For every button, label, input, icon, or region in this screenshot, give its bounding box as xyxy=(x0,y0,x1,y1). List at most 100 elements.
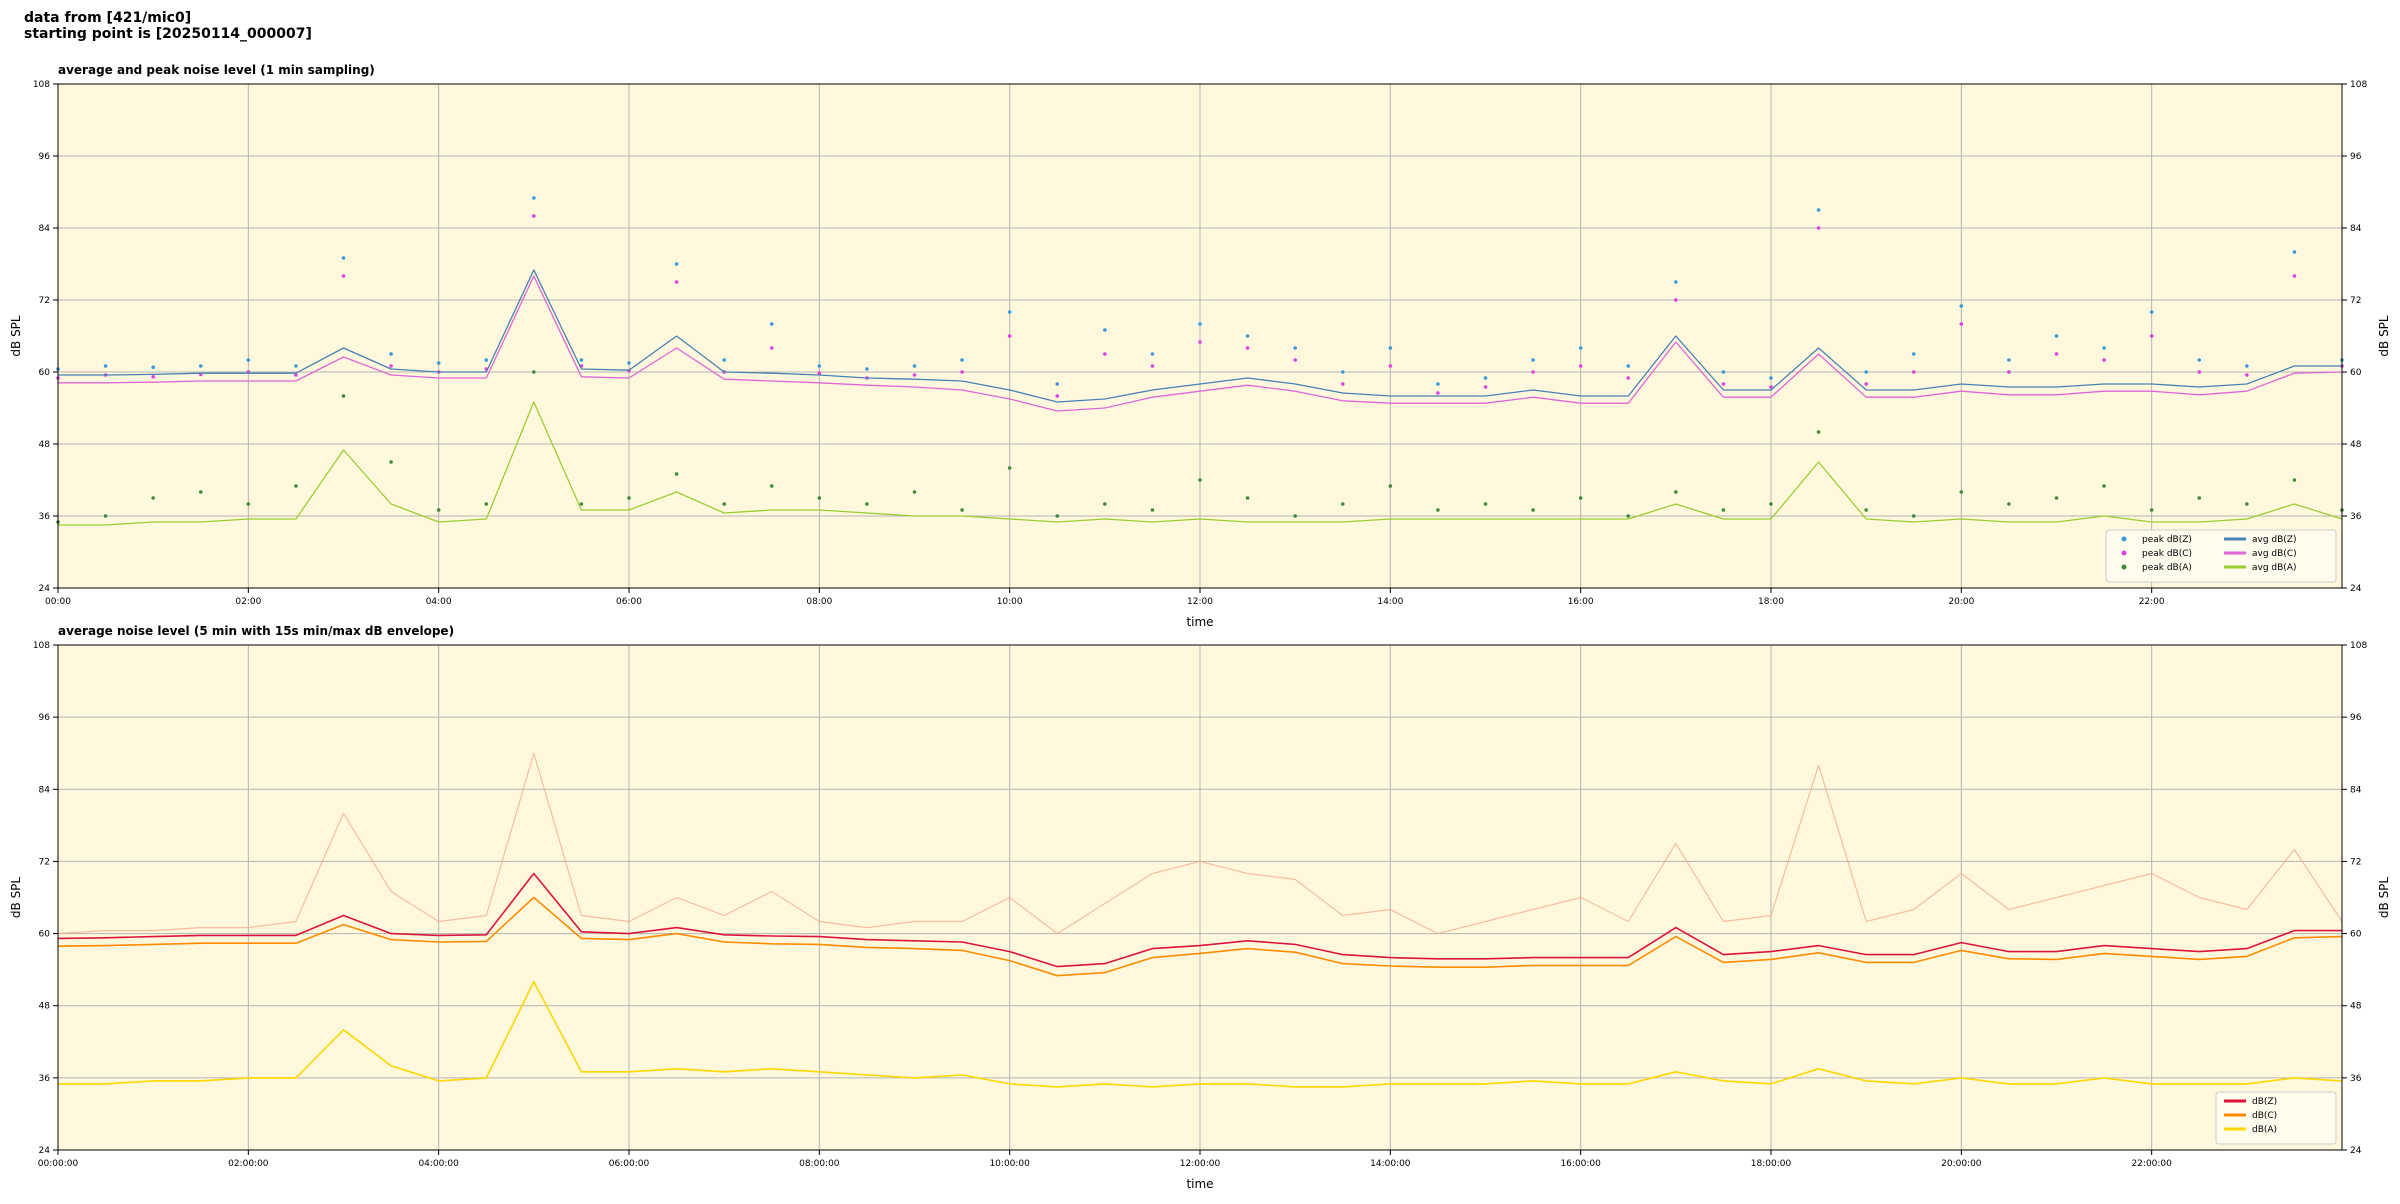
peak-point xyxy=(151,496,155,500)
peak-point xyxy=(1674,298,1678,302)
series-line xyxy=(58,980,2343,1088)
peak-point xyxy=(1483,376,1488,380)
peak-point xyxy=(1626,376,1631,380)
y-tick-label: 48 xyxy=(39,1002,51,1012)
peak-point xyxy=(1245,334,1250,338)
legend-marker xyxy=(2121,564,2127,570)
peak-point xyxy=(1150,364,1155,368)
peak-point xyxy=(1436,382,1440,386)
legend-box xyxy=(2105,529,2337,583)
x-tick-label: 06:00 xyxy=(616,597,642,607)
x-tick-label: 00:00 xyxy=(45,597,71,607)
peak-point xyxy=(1150,352,1155,356)
peak-point xyxy=(1864,382,1868,386)
peak-point xyxy=(1959,322,1964,326)
peak-point xyxy=(1911,514,1916,518)
peak-point xyxy=(912,490,917,494)
peak-point xyxy=(1293,346,1297,350)
x-axis-label: time xyxy=(1186,1177,1213,1191)
peak-point xyxy=(769,322,774,326)
peak-point xyxy=(1245,346,1250,350)
peak-point xyxy=(1055,394,1060,398)
peak-point xyxy=(198,364,203,368)
peak-point xyxy=(341,394,346,398)
peak-point xyxy=(2292,274,2297,278)
peak-point xyxy=(2197,496,2202,500)
legend-marker xyxy=(2121,550,2127,556)
envelope-line xyxy=(57,752,2343,935)
peak-point xyxy=(865,367,869,371)
peak-point xyxy=(198,490,203,494)
peak-point xyxy=(1055,514,1060,518)
peak-point xyxy=(674,280,679,284)
peak-point xyxy=(1055,382,1060,386)
peak-point xyxy=(1007,310,1012,314)
y-tick-label: 24 xyxy=(39,584,51,594)
plot-frame xyxy=(57,644,2343,1151)
y2-axis-label: dB SPL xyxy=(2377,877,2391,919)
peak-point xyxy=(769,346,774,350)
peak-point xyxy=(1388,364,1393,368)
x-tick-label: 22:00 xyxy=(2139,597,2165,607)
x-tick-label: 18:00:00 xyxy=(1751,1159,1792,1169)
legend-label: dB(Z) xyxy=(2252,1097,2277,1107)
peak-point xyxy=(1578,364,1583,368)
peak-point xyxy=(1340,370,1345,374)
peak-point xyxy=(246,502,251,506)
y-tick-label: 36 xyxy=(39,512,51,522)
x-tick-label: 02:00:00 xyxy=(228,1159,269,1169)
series-line xyxy=(58,269,2342,403)
peak-point xyxy=(1721,370,1726,374)
y2-tick-label: 60 xyxy=(2350,930,2362,940)
legend-label: peak dB(Z) xyxy=(2142,535,2192,545)
peak-point xyxy=(389,460,393,464)
y-tick-label: 96 xyxy=(39,152,51,162)
peak-point xyxy=(294,484,298,488)
peak-point xyxy=(1578,496,1583,500)
y2-tick-label: 36 xyxy=(2350,512,2362,522)
legend-label: avg dB(Z) xyxy=(2252,535,2297,545)
y2-tick-label: 84 xyxy=(2350,785,2362,795)
y-tick-label: 84 xyxy=(39,785,51,795)
series-line xyxy=(58,275,2343,412)
peak-point xyxy=(1626,514,1631,518)
x-tick-label: 10:00:00 xyxy=(989,1159,1030,1169)
x-tick-label: 10:00 xyxy=(997,597,1023,607)
y-axis-label: dB SPL xyxy=(9,877,23,919)
peak-point xyxy=(1436,508,1440,512)
peak-point xyxy=(674,262,679,266)
peak-point xyxy=(2007,370,2011,374)
x-tick-label: 20:00:00 xyxy=(1941,1159,1982,1169)
peak-point xyxy=(1340,382,1345,386)
legend-label: peak dB(C) xyxy=(2142,549,2192,559)
peak-point xyxy=(2054,334,2059,338)
peak-point xyxy=(722,502,726,506)
peak-point xyxy=(1769,385,1773,389)
peak-point xyxy=(294,373,298,377)
y-axis-label: dB SPL xyxy=(9,315,23,357)
peak-point xyxy=(722,358,726,362)
peak-point xyxy=(1816,226,1821,230)
peak-point xyxy=(103,514,108,518)
peak-point xyxy=(2292,250,2297,254)
series-line xyxy=(57,872,2342,968)
peak-point xyxy=(389,352,393,356)
x-tick-label: 08:00:00 xyxy=(799,1159,840,1169)
y2-axis-label: dB SPL xyxy=(2377,315,2391,357)
peak-point xyxy=(484,358,489,362)
x-tick-label: 04:00 xyxy=(426,597,452,607)
x-tick-label: 14:00:00 xyxy=(1370,1159,1411,1169)
peak-point xyxy=(484,502,489,506)
peak-point xyxy=(436,508,441,512)
y2-tick-label: 48 xyxy=(2350,440,2362,450)
peak-point xyxy=(1007,466,1012,470)
y2-tick-label: 24 xyxy=(2350,584,2362,594)
peak-point xyxy=(1531,508,1535,512)
peak-point xyxy=(246,358,251,362)
x-tick-label: 16:00 xyxy=(1568,597,1594,607)
x-tick-label: 20:00 xyxy=(1948,597,1974,607)
peak-point xyxy=(103,364,108,368)
peak-point xyxy=(1388,484,1393,488)
